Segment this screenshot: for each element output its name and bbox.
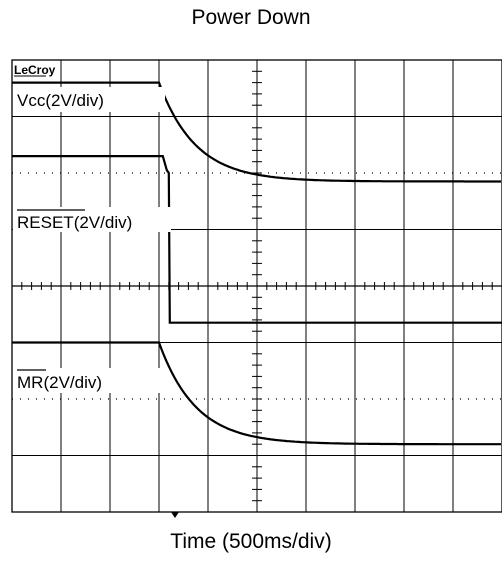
brand-label: LeCroy (14, 63, 56, 77)
reset-label-text: RESET(2V/div) (17, 213, 132, 232)
grid (11, 59, 502, 513)
traces (12, 81, 502, 446)
vcc-label: Vcc(2V/div) (13, 87, 165, 112)
chart-title: Power Down (191, 6, 311, 29)
reset-label: RESET(2V/div) (13, 207, 171, 232)
reset-trace (12, 155, 502, 324)
mr-trace (12, 341, 501, 446)
x-axis-label: Time (500ms/div) (170, 530, 332, 553)
vcc-label-text: Vcc(2V/div) (17, 91, 104, 110)
mr-label: MR(2V/div) (13, 368, 165, 393)
vcc-trace (12, 81, 501, 183)
trigger-marker (171, 512, 179, 518)
mr-label-text: MR(2V/div) (17, 373, 102, 392)
